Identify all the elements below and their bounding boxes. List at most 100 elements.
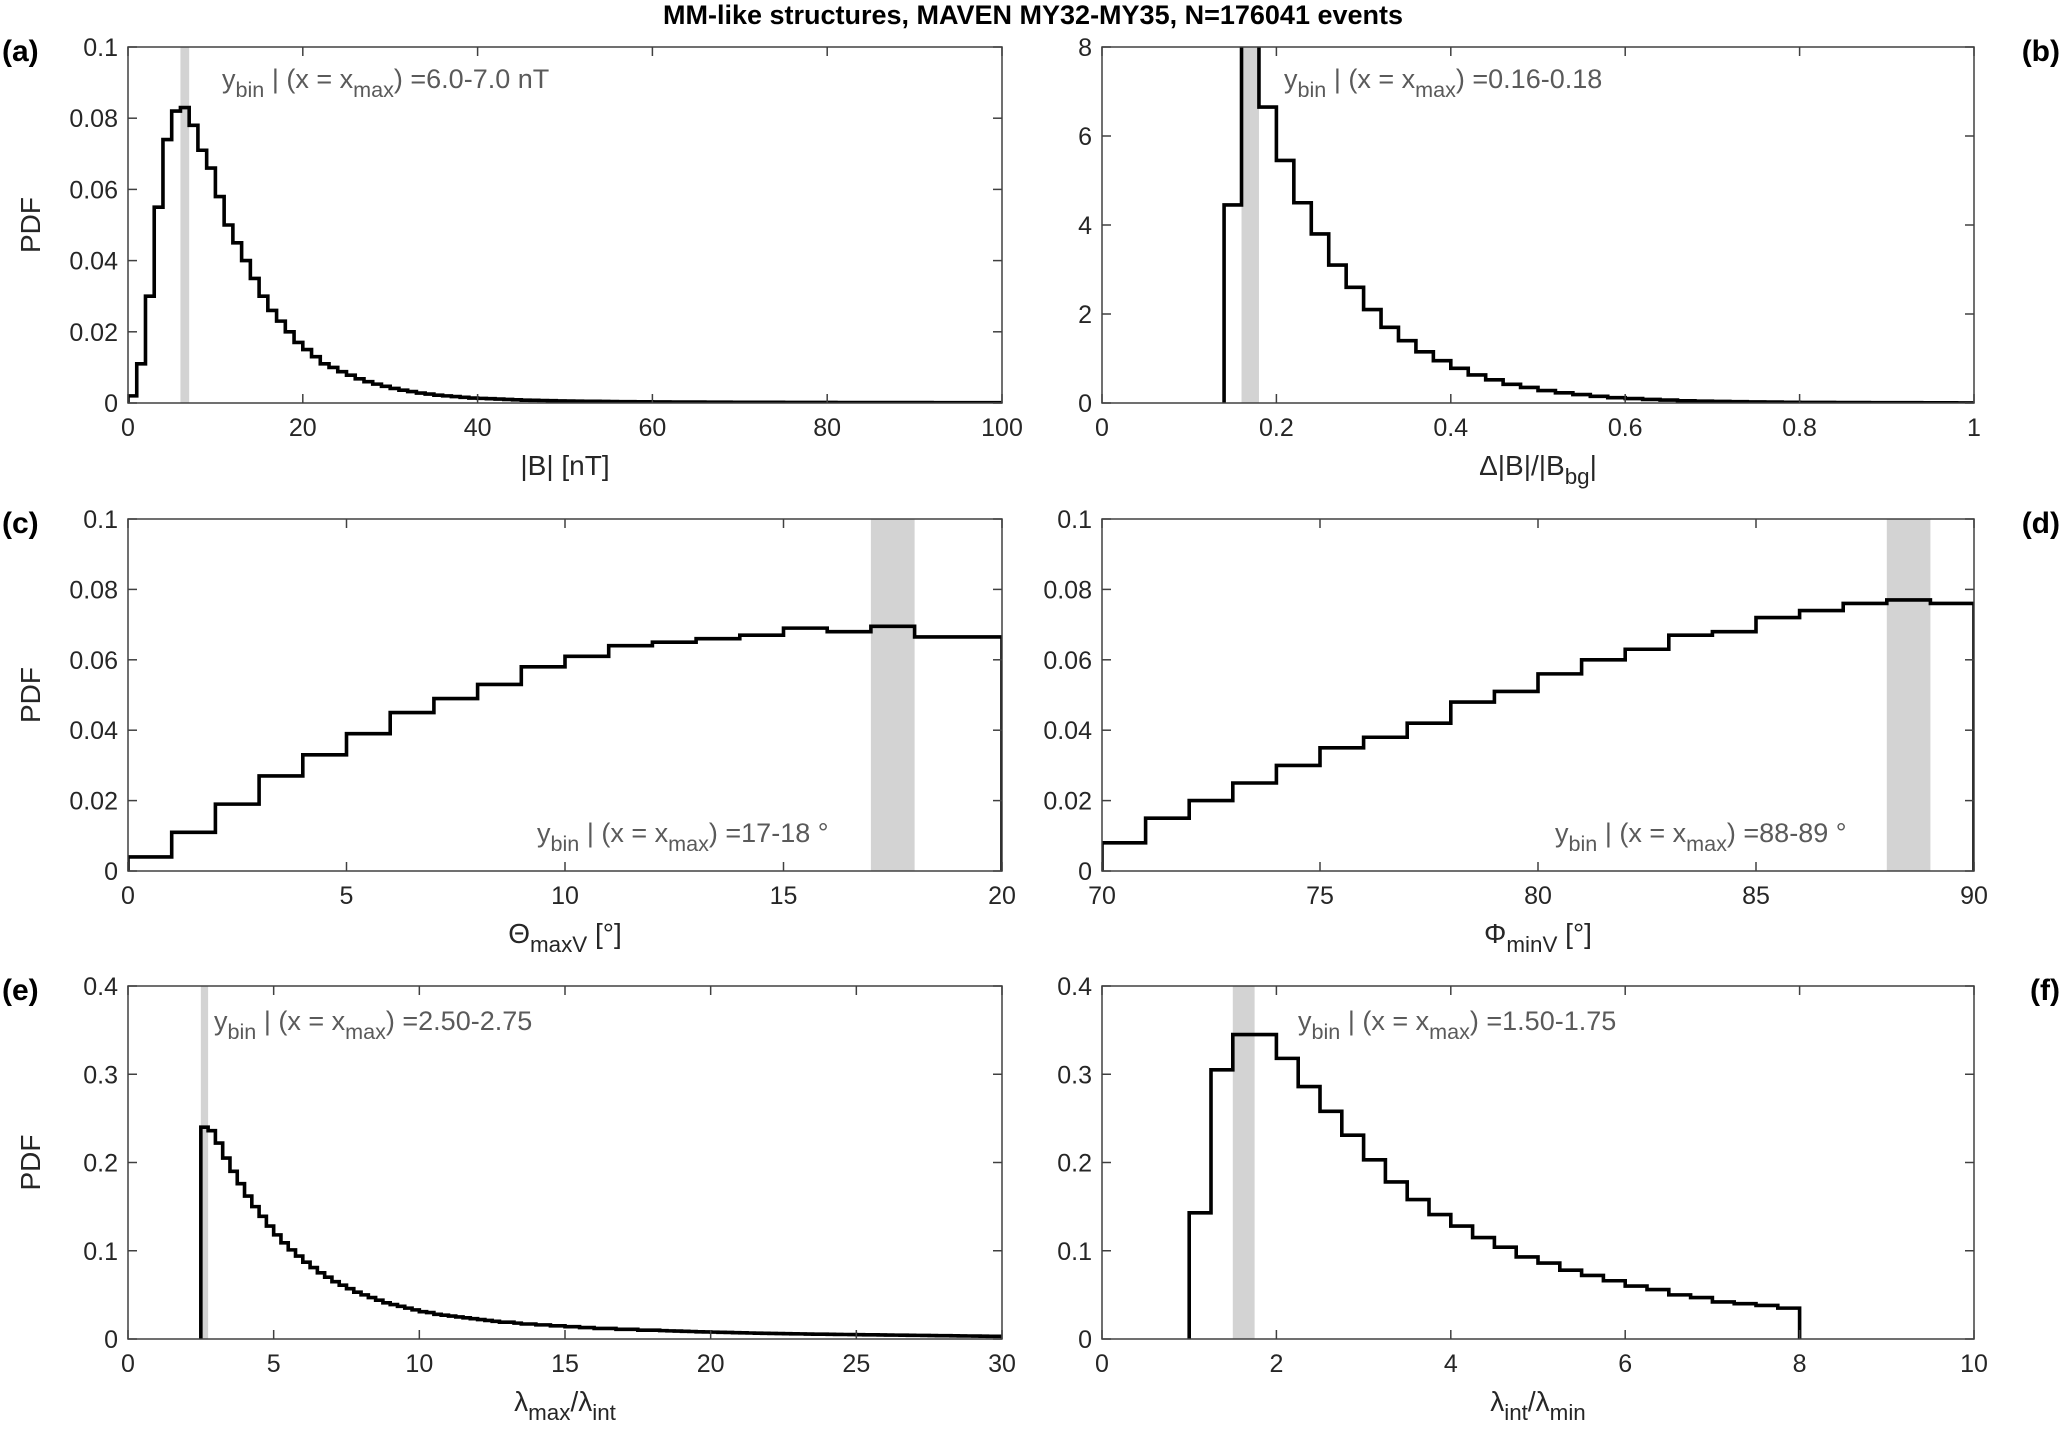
histogram-line bbox=[1102, 598, 1974, 871]
histogram-bin bbox=[456, 1317, 463, 1339]
x-axis-label: λmax/λint bbox=[514, 1386, 617, 1425]
text-segment: | (x = x bbox=[1597, 818, 1686, 848]
subscript: bin bbox=[551, 831, 580, 856]
histogram-bin bbox=[1560, 1270, 1582, 1339]
x-tick-label: 15 bbox=[551, 1350, 579, 1378]
histogram-bin bbox=[1276, 160, 1293, 403]
text-segment: y bbox=[214, 1006, 228, 1036]
max-bin-annotation: ybin | (x = xmax) =0.16-0.18 bbox=[1284, 64, 1602, 102]
x-axis-label: ΦminV [°] bbox=[1484, 918, 1592, 957]
histogram-bin bbox=[1146, 818, 1190, 871]
x-tick-label: 25 bbox=[842, 1350, 870, 1378]
histogram-bin bbox=[1298, 1087, 1320, 1339]
histogram-bins bbox=[128, 105, 1002, 403]
histogram-bin bbox=[434, 1314, 441, 1339]
histogram-bin bbox=[958, 637, 1002, 871]
x-axis-label: |B| [nT] bbox=[520, 450, 609, 481]
subscript: max bbox=[668, 831, 709, 856]
histogram-bin bbox=[320, 364, 329, 403]
histogram-bin bbox=[172, 111, 181, 403]
histogram-bin bbox=[397, 1306, 404, 1339]
histogram-bin bbox=[521, 1324, 528, 1339]
text-segment: |B| [nT] bbox=[520, 450, 609, 481]
subscript: bin bbox=[1569, 831, 1598, 856]
subscript: max bbox=[1429, 1019, 1470, 1044]
x-tick-label: 1 bbox=[1967, 414, 1981, 442]
histogram-bin bbox=[1494, 691, 1538, 871]
histogram-bin bbox=[1364, 1160, 1386, 1339]
histogram-bin bbox=[224, 225, 233, 403]
histogram-bin bbox=[1582, 1275, 1604, 1339]
histogram-bin bbox=[252, 1207, 259, 1339]
subscript: bg bbox=[1565, 464, 1590, 489]
x-tick-label: 0.2 bbox=[1259, 414, 1294, 442]
max-bin-highlight bbox=[180, 47, 190, 403]
x-tick-label: 100 bbox=[981, 414, 1023, 442]
y-tick-label: 0.3 bbox=[1057, 1061, 1092, 1089]
max-bin-annotation: ybin | (x = xmax) =6.0-7.0 nT bbox=[222, 64, 549, 102]
histogram-bin bbox=[207, 168, 216, 403]
x-tick-label: 20 bbox=[697, 1350, 725, 1378]
histogram-bin bbox=[1276, 1058, 1298, 1339]
y-tick-label: 8 bbox=[1078, 34, 1092, 62]
histogram-bin bbox=[1429, 1215, 1451, 1339]
x-tick-label: 0.4 bbox=[1433, 414, 1468, 442]
y-tick-label: 0.08 bbox=[1043, 576, 1092, 604]
histogram-bin bbox=[1494, 1247, 1516, 1339]
panel-c: 0 5 10 15 20 0 0.02 0.04 0.06 0.08 0.1 ΘmaxV [°] PDF… bbox=[2, 506, 1016, 957]
histogram-bin bbox=[1486, 380, 1503, 403]
text-segment: [°] bbox=[587, 918, 622, 949]
text-segment: | (x = x bbox=[264, 64, 353, 94]
y-tick-label: 0.4 bbox=[83, 973, 118, 1001]
histogram-bin bbox=[296, 1256, 303, 1339]
histogram-bin bbox=[536, 1325, 543, 1339]
histogram-bin bbox=[223, 1158, 230, 1339]
text-segment: ) =6.0-7.0 nT bbox=[394, 64, 549, 94]
y-tick-label: 0.4 bbox=[1057, 973, 1092, 1001]
x-tick-label: 6 bbox=[1618, 1350, 1632, 1378]
y-tick-label: 0.02 bbox=[1043, 788, 1092, 816]
x-tick-label: 5 bbox=[340, 882, 354, 910]
histogram-bin bbox=[1625, 1286, 1647, 1339]
y-tick-label: 0.2 bbox=[83, 1150, 118, 1178]
histogram-bin bbox=[288, 1250, 295, 1339]
max-bin-highlight bbox=[870, 519, 915, 871]
histogram-bin bbox=[1451, 368, 1468, 403]
max-bin-highlight bbox=[1886, 519, 1931, 871]
histogram-bin bbox=[303, 755, 347, 871]
subscript: max bbox=[353, 77, 394, 102]
histogram-bin bbox=[1255, 1035, 1277, 1339]
x-tick-label: 0 bbox=[121, 414, 135, 442]
histogram-bins bbox=[1222, 47, 1974, 403]
histogram-bin bbox=[1734, 1304, 1756, 1339]
histogram-bin bbox=[189, 125, 198, 403]
y-tick-label: 0.08 bbox=[69, 576, 118, 604]
histogram-bin bbox=[1211, 1070, 1233, 1339]
histogram-bin bbox=[1603, 1281, 1625, 1339]
histogram-bin bbox=[1407, 1200, 1429, 1339]
y-tick-label: 0 bbox=[104, 858, 118, 886]
text-segment: /λ bbox=[570, 1386, 592, 1417]
histogram-bin bbox=[1930, 603, 1974, 871]
histogram-bin bbox=[215, 1143, 222, 1339]
text-segment: Φ bbox=[1484, 918, 1506, 949]
histogram-bin bbox=[259, 776, 303, 871]
max-bin-annotation: ybin | (x = xmax) =88-89 ° bbox=[1555, 818, 1847, 856]
x-tick-label: 4 bbox=[1444, 1350, 1458, 1378]
histogram-bin bbox=[1320, 1111, 1342, 1339]
subscript: max bbox=[1415, 77, 1456, 102]
x-axis-label: ΘmaxV [°] bbox=[508, 918, 622, 957]
histogram-bin bbox=[915, 637, 959, 871]
histogram-bin bbox=[237, 1184, 244, 1339]
text-segment: λ bbox=[1490, 1386, 1504, 1417]
histogram-bin bbox=[325, 1277, 332, 1339]
panel-label: (e) bbox=[2, 974, 39, 1007]
y-tick-label: 0.06 bbox=[69, 176, 118, 204]
histogram-line bbox=[128, 105, 1002, 403]
text-segment: | (x = x bbox=[1340, 1006, 1429, 1036]
histogram-bin bbox=[448, 1316, 455, 1339]
histogram-bin bbox=[354, 1292, 361, 1339]
subscript: max bbox=[1686, 831, 1727, 856]
text-segment: ) =17-18 ° bbox=[709, 818, 829, 848]
x-tick-label: 20 bbox=[289, 414, 317, 442]
